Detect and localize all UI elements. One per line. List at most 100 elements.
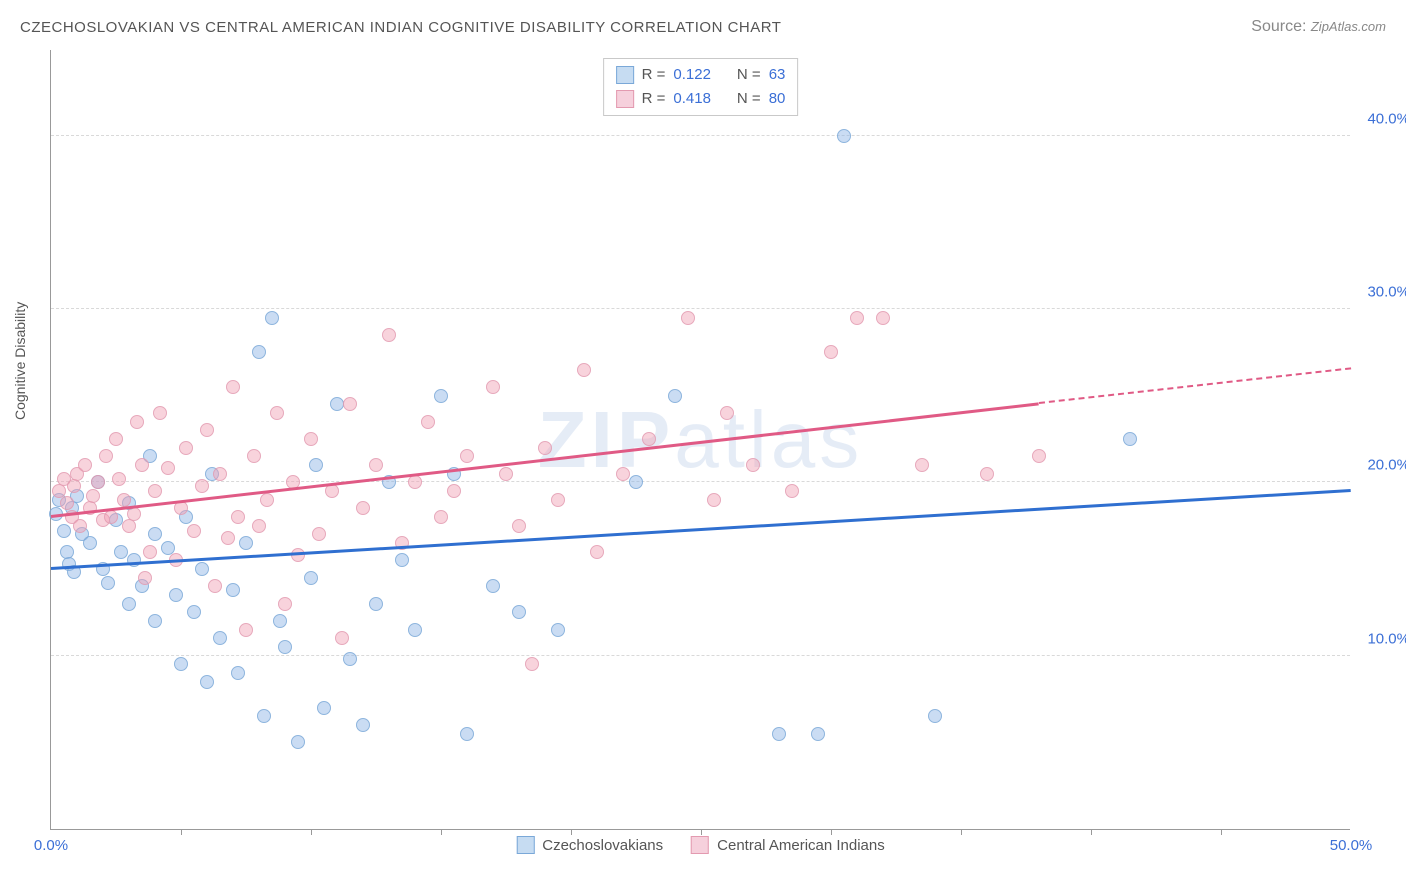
watermark: ZIPatlas	[538, 394, 863, 486]
data-point	[447, 484, 461, 498]
data-point	[174, 501, 188, 515]
data-point	[122, 519, 136, 533]
data-point	[551, 493, 565, 507]
r-label: R =	[642, 63, 666, 87]
gridline	[51, 481, 1350, 482]
data-point	[130, 415, 144, 429]
data-point	[772, 727, 786, 741]
data-point	[260, 493, 274, 507]
data-point	[460, 449, 474, 463]
data-point	[148, 484, 162, 498]
data-point	[174, 657, 188, 671]
data-point	[226, 583, 240, 597]
trend-line	[51, 489, 1351, 569]
x-tick-mark	[181, 829, 182, 835]
data-point	[434, 389, 448, 403]
data-point	[304, 571, 318, 585]
data-point	[876, 311, 890, 325]
data-point	[1032, 449, 1046, 463]
data-point	[486, 380, 500, 394]
data-point	[78, 458, 92, 472]
data-point	[590, 545, 604, 559]
data-point	[720, 406, 734, 420]
y-tick-label: 30.0%	[1367, 284, 1406, 301]
data-point	[335, 631, 349, 645]
x-tick-mark	[1221, 829, 1222, 835]
data-point	[928, 709, 942, 723]
data-point	[114, 545, 128, 559]
data-point	[60, 496, 74, 510]
data-point	[239, 623, 253, 637]
data-point	[746, 458, 760, 472]
data-point	[304, 432, 318, 446]
r-value-cai: 0.418	[673, 87, 711, 111]
data-point	[239, 536, 253, 550]
data-point	[525, 657, 539, 671]
data-point	[187, 524, 201, 538]
data-point	[247, 449, 261, 463]
chart-header: CZECHOSLOVAKIAN VS CENTRAL AMERICAN INDI…	[20, 18, 1386, 36]
data-point	[330, 397, 344, 411]
x-tick-label: 50.0%	[1330, 837, 1373, 854]
data-point	[512, 519, 526, 533]
data-point	[512, 605, 526, 619]
data-point	[824, 345, 838, 359]
data-point	[265, 311, 279, 325]
x-tick-mark	[701, 829, 702, 835]
x-tick-mark	[571, 829, 572, 835]
legend-item-cai: Central American Indians	[691, 836, 885, 854]
data-point	[538, 441, 552, 455]
data-point	[681, 311, 695, 325]
watermark-light: atlas	[674, 395, 863, 484]
data-point	[915, 458, 929, 472]
data-point	[109, 432, 123, 446]
data-point	[200, 675, 214, 689]
data-point	[707, 493, 721, 507]
legend-item-czech: Czechoslovakians	[516, 836, 663, 854]
x-tick-mark	[441, 829, 442, 835]
data-point	[195, 479, 209, 493]
data-point	[460, 727, 474, 741]
data-point	[91, 475, 105, 489]
x-tick-mark	[961, 829, 962, 835]
plot-area: ZIPatlas R = 0.122 N = 63 R = 0.418 N = …	[50, 50, 1350, 830]
data-point	[257, 709, 271, 723]
swatch-cai-icon	[691, 836, 709, 854]
data-point	[343, 652, 357, 666]
data-point	[577, 363, 591, 377]
data-point	[200, 423, 214, 437]
correlation-legend: R = 0.122 N = 63 R = 0.418 N = 80	[603, 58, 799, 116]
data-point	[1123, 432, 1137, 446]
data-point	[231, 666, 245, 680]
n-label: N =	[737, 87, 761, 111]
source-value: ZipAtlas.com	[1311, 19, 1386, 34]
swatch-cai	[616, 90, 634, 108]
data-point	[312, 527, 326, 541]
data-point	[421, 415, 435, 429]
data-point	[67, 479, 81, 493]
data-point	[356, 501, 370, 515]
data-point	[169, 588, 183, 602]
n-value-czech: 63	[769, 63, 786, 87]
data-point	[551, 623, 565, 637]
data-point	[73, 519, 87, 533]
swatch-czech-icon	[516, 836, 534, 854]
data-point	[811, 727, 825, 741]
series-legend: Czechoslovakians Central American Indian…	[516, 836, 885, 854]
data-point	[629, 475, 643, 489]
data-point	[343, 397, 357, 411]
data-point	[252, 345, 266, 359]
data-point	[83, 536, 97, 550]
data-point	[104, 510, 118, 524]
legend-row-cai: R = 0.418 N = 80	[616, 87, 786, 111]
data-point	[127, 507, 141, 521]
source-label: Source:	[1251, 18, 1306, 35]
y-tick-label: 10.0%	[1367, 630, 1406, 647]
x-tick-label: 0.0%	[34, 837, 68, 854]
data-point	[486, 579, 500, 593]
data-point	[117, 493, 131, 507]
data-point	[668, 389, 682, 403]
r-value-czech: 0.122	[673, 63, 711, 87]
data-point	[135, 458, 149, 472]
data-point	[291, 548, 305, 562]
